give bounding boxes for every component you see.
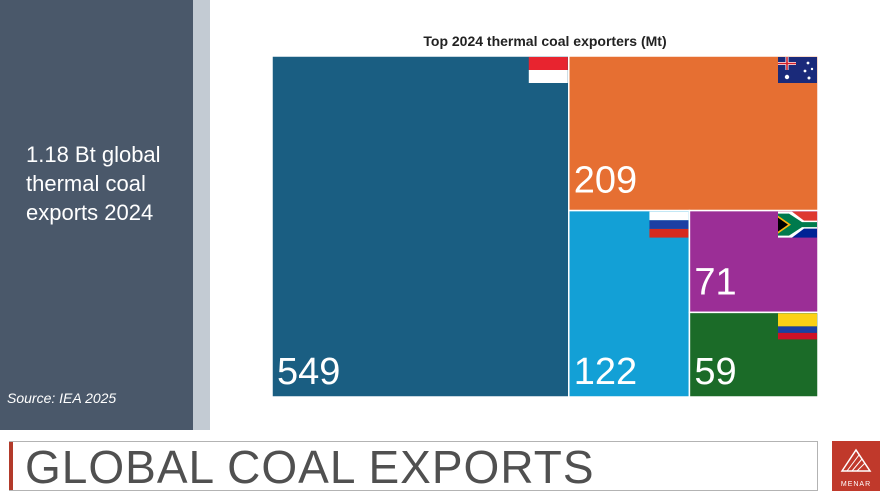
treemap-tile-122	[568, 209, 691, 398]
page-title: GLOBAL COAL EXPORTS	[25, 441, 595, 493]
colombia-flag-icon	[778, 313, 817, 340]
logo-text: MENAR	[840, 481, 872, 488]
treemap-value-label: 549	[277, 351, 340, 393]
logo-mark-icon	[840, 448, 872, 472]
treemap-value-label: 71	[694, 261, 736, 303]
australia-flag-icon	[778, 57, 817, 83]
treemap-value-label: 59	[694, 351, 736, 393]
treemap-tile-549	[271, 55, 570, 398]
title-frame	[9, 441, 818, 491]
indonesia-flag-icon	[528, 57, 568, 83]
treemap-value-label: 209	[574, 160, 637, 202]
treemap-value-label: 122	[574, 351, 637, 393]
treemap-tile-209	[568, 55, 819, 212]
headline-stat: 1.18 Bt global thermal coal exports 2024	[26, 142, 161, 225]
russia-flag-icon	[649, 211, 689, 238]
sidebar-panel	[0, 0, 193, 430]
sidebar-stripe	[193, 0, 210, 430]
south-africa-flag-icon	[778, 211, 817, 238]
title-accent-bar	[9, 441, 13, 491]
chart-title: Top 2024 thermal coal exporters (Mt)	[423, 33, 667, 49]
source-note: Source: IEA 2025	[7, 390, 117, 406]
menar-logo: MENAR	[832, 441, 880, 491]
